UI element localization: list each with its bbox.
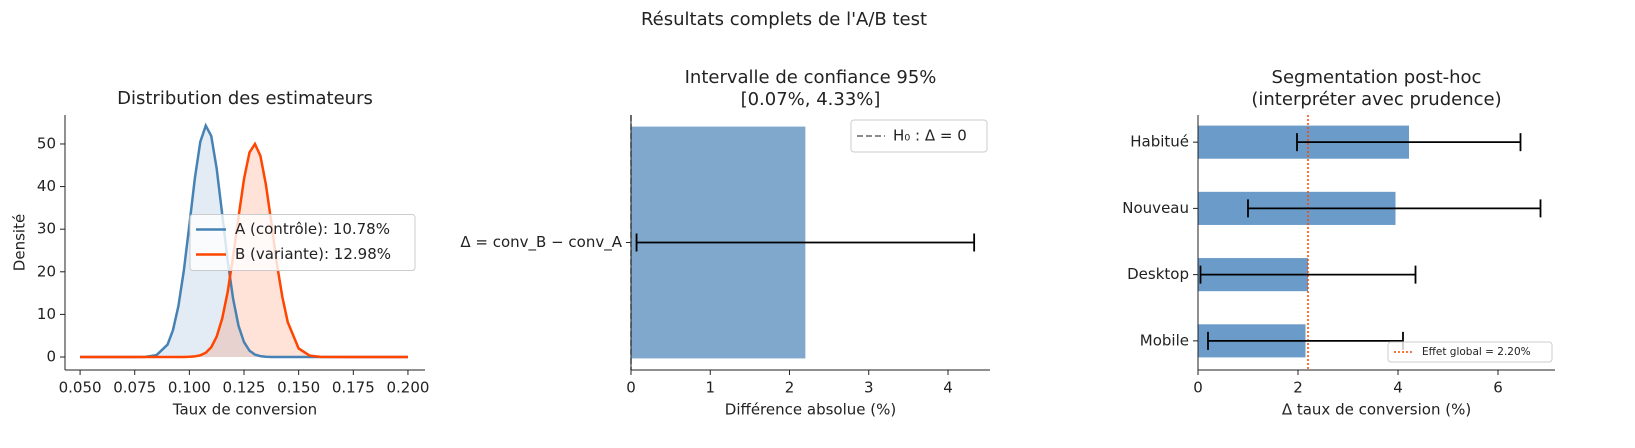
y-tick-label: 0 — [46, 348, 56, 366]
legend: Effet global = 2.20% — [1387, 341, 1553, 363]
legend-box — [1387, 341, 1553, 363]
x-axis-label: Différence absolue (%) — [725, 401, 896, 419]
legend-label: Effet global = 2.20% — [1422, 346, 1531, 358]
figure-title: Résultats complets de l'A/B test — [641, 9, 927, 30]
legend-box — [850, 119, 988, 153]
x-tick-label: 1 — [705, 379, 715, 397]
x-tick-label: 4 — [943, 379, 953, 397]
x-tick-label: 0.125 — [223, 379, 266, 397]
y-axis-label: Densité — [11, 214, 29, 271]
x-tick-label: 0 — [1193, 379, 1203, 397]
x-tick-label: 0.100 — [168, 379, 211, 397]
chart-title: (interpréter avec prudence) — [1251, 89, 1501, 110]
x-axis-label: Δ taux de conversion (%) — [1282, 401, 1471, 419]
legend-label: A (contrôle): 10.78% — [235, 220, 390, 238]
y-tick-label: 20 — [37, 262, 56, 280]
y-tick-label: Nouveau — [1122, 199, 1189, 217]
y-tick-label: 40 — [37, 177, 56, 195]
y-tick-label: Mobile — [1140, 331, 1189, 349]
x-tick-label: 0.150 — [277, 379, 320, 397]
x-tick-label: 3 — [864, 379, 874, 397]
y-tick-label: 10 — [37, 305, 56, 323]
x-axis-label: Taux de conversion — [172, 401, 317, 419]
chart-title: Segmentation post-hoc — [1272, 67, 1482, 88]
y-tick-label: 30 — [37, 220, 56, 238]
legend-label: B (variante): 12.98% — [235, 245, 391, 263]
legend-box — [189, 214, 416, 271]
x-tick-label: 0.050 — [59, 379, 102, 397]
x-tick-label: 0 — [626, 379, 636, 397]
x-tick-label: 2 — [785, 379, 795, 397]
x-tick-label: 0.200 — [386, 379, 429, 397]
chart-title: Distribution des estimateurs — [117, 88, 373, 109]
x-tick-label: 2 — [1293, 379, 1303, 397]
x-tick-label: 6 — [1493, 379, 1503, 397]
legend: A (contrôle): 10.78% B (variante): 12.98% — [189, 214, 416, 271]
x-tick-label: 0.175 — [332, 379, 375, 397]
line — [80, 141, 408, 359]
y-tick-label: 50 — [37, 134, 56, 152]
chart-title: [0.07%, 4.33%] — [741, 89, 881, 110]
y-tick-label: Habitué — [1130, 133, 1189, 151]
y-tick-label: Desktop — [1127, 265, 1189, 283]
legend: H₀ : Δ = 0 — [850, 119, 988, 153]
x-tick-label: 0.075 — [113, 379, 156, 397]
y-tick-label: Δ = conv_B − conv_A — [460, 233, 622, 252]
x-tick-label: 4 — [1393, 379, 1403, 397]
legend-label: H₀ : Δ = 0 — [893, 127, 967, 145]
chart-title: Intervalle de confiance 95% — [685, 67, 937, 88]
